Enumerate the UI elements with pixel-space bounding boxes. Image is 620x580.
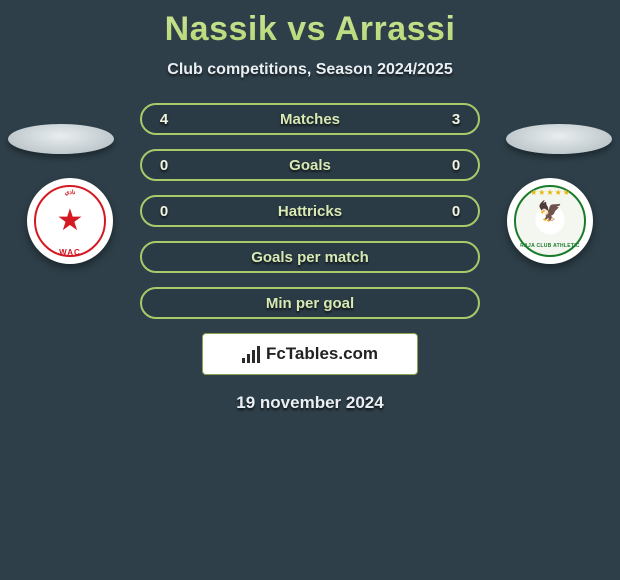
stat-row-hattricks: 0 Hattricks 0 — [140, 195, 480, 227]
team-band-text: RAJA CLUB ATHLETIC — [520, 243, 580, 249]
team-logo-raja: ★★★★★ 🦅 RAJA CLUB ATHLETIC — [507, 178, 593, 264]
branding-box[interactable]: FcTables.com — [202, 333, 418, 375]
team-badge-left: نادي ★ WAC — [20, 178, 120, 264]
stat-label: Hattricks — [142, 203, 478, 220]
page-title: Nassik vs Arrassi — [0, 0, 620, 49]
stat-label: Goals — [142, 157, 478, 174]
stat-row-gpm: Goals per match — [140, 241, 480, 273]
team-logo-wac: نادي ★ WAC — [27, 178, 113, 264]
stat-left-value: 0 — [156, 157, 172, 174]
stat-right-value: 3 — [448, 111, 464, 128]
stat-right-value: 0 — [448, 157, 464, 174]
stat-right-value: 0 — [448, 203, 464, 220]
eagle-icon: 🦅 — [538, 199, 563, 224]
team-platform-right — [506, 124, 612, 154]
team-logo-arc: نادي — [65, 189, 76, 196]
stat-label: Goals per match — [142, 249, 478, 266]
stars-row-icon: ★★★★★ — [530, 189, 570, 197]
stat-label: Matches — [142, 111, 478, 128]
bar-chart-icon — [242, 345, 260, 363]
team-abbrev-left: WAC — [59, 248, 81, 257]
stat-left-value: 4 — [156, 111, 172, 128]
stat-row-matches: 4 Matches 3 — [140, 103, 480, 135]
stat-left-value: 0 — [156, 203, 172, 220]
stat-row-goals: 0 Goals 0 — [140, 149, 480, 181]
date-text: 19 november 2024 — [0, 393, 620, 413]
team-platform-left — [8, 124, 114, 154]
stat-row-mpg: Min per goal — [140, 287, 480, 319]
page-subtitle: Club competitions, Season 2024/2025 — [0, 61, 620, 79]
team-badge-right: ★★★★★ 🦅 RAJA CLUB ATHLETIC — [500, 178, 600, 264]
branding-text: FcTables.com — [266, 344, 378, 364]
star-icon: ★ — [57, 206, 84, 236]
stat-label: Min per goal — [142, 295, 478, 312]
